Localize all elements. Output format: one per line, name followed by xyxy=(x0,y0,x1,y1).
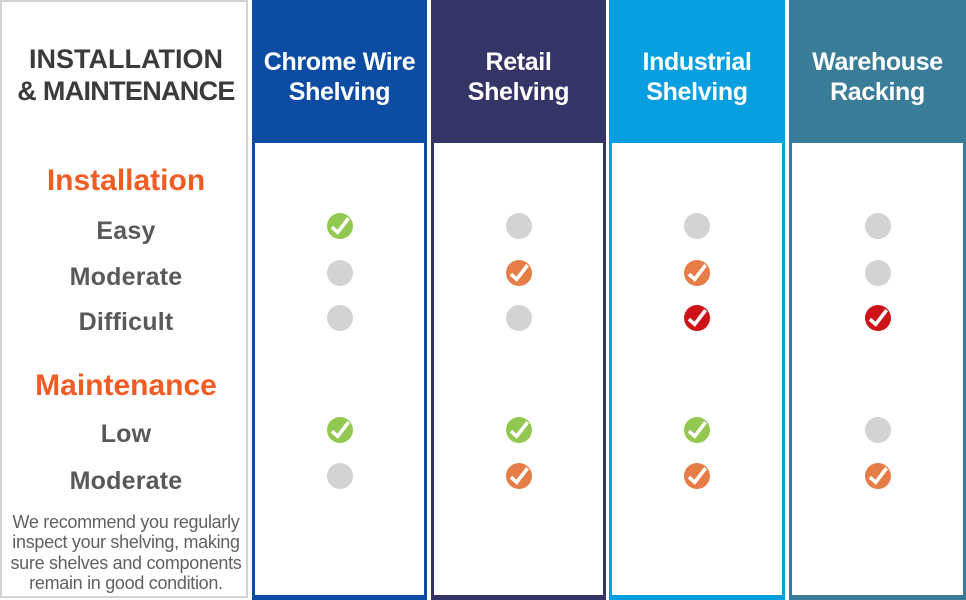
column-body-retail-shelving xyxy=(431,140,606,600)
check-green-icon-industrial-shelving-low xyxy=(684,417,710,443)
dot-gray-icon-warehouse-racking-low xyxy=(864,417,891,443)
column-industrial-shelving: Industrial Shelving xyxy=(609,0,785,600)
row-label-moderate-maintenance: Moderate xyxy=(69,467,183,495)
column-retail-shelving: Retail Shelving xyxy=(431,0,606,600)
check-orange-icon-retail-shelving-moderate xyxy=(505,259,532,286)
dot-gray-icon-chrome-wire-shelving-moderate xyxy=(326,462,353,489)
column-header-retail-shelving: Retail Shelving xyxy=(431,0,606,140)
check-orange-icon-warehouse-racking-moderate xyxy=(864,462,891,489)
row-label-difficult: Difficult xyxy=(78,307,174,336)
section-heading-maintenance: Maintenance xyxy=(35,368,217,402)
column-title-warehouse-racking: Warehouse Racking xyxy=(812,48,943,106)
section-heading-installation: Installation xyxy=(46,164,206,197)
column-body-chrome-wire-shelving xyxy=(252,140,427,600)
row-label-low: Low xyxy=(100,420,152,448)
check-green-icon-chrome-wire-shelving-low xyxy=(326,417,353,443)
check-green-icon-chrome-wire-shelving-easy xyxy=(326,213,353,239)
left-panel: INSTALLATION & MAINTENANCE Installation … xyxy=(0,0,248,598)
dot-gray-icon-warehouse-racking-moderate xyxy=(864,259,891,286)
row-label-easy: Easy xyxy=(96,217,156,245)
column-header-industrial-shelving: Industrial Shelving xyxy=(609,0,785,140)
column-body-warehouse-racking xyxy=(789,140,966,600)
dot-gray-icon-chrome-wire-shelving-difficult xyxy=(326,304,353,331)
chart-title-line-2: & MAINTENANCE xyxy=(17,76,235,106)
column-title-chrome-wire-shelving: Chrome Wire Shelving xyxy=(263,48,416,106)
column-header-warehouse-racking: Warehouse Racking xyxy=(789,0,966,140)
row-label-moderate-installation: Moderate xyxy=(69,263,183,291)
check-orange-icon-industrial-shelving-moderate xyxy=(684,259,710,286)
column-title-industrial-shelving: Industrial Shelving xyxy=(642,48,752,106)
chart-title-line-1: INSTALLATION xyxy=(29,44,223,74)
chart-title: INSTALLATION & MAINTENANCE xyxy=(2,43,250,107)
check-red-icon-industrial-shelving-difficult xyxy=(684,304,710,331)
dot-gray-icon-retail-shelving-easy xyxy=(505,213,532,239)
check-orange-icon-retail-shelving-moderate xyxy=(505,462,532,489)
check-orange-icon-industrial-shelving-moderate xyxy=(684,462,710,489)
check-red-icon-warehouse-racking-difficult xyxy=(864,304,891,331)
dot-gray-icon-chrome-wire-shelving-moderate xyxy=(326,259,353,286)
column-title-retail-shelving: Retail Shelving xyxy=(467,48,570,106)
column-warehouse-racking: Warehouse Racking xyxy=(789,0,966,600)
column-body-industrial-shelving xyxy=(609,140,785,600)
footnote: We recommend you regularly inspect your s… xyxy=(10,512,242,593)
dot-gray-icon-industrial-shelving-easy xyxy=(684,213,710,239)
dot-gray-icon-retail-shelving-difficult xyxy=(505,304,532,331)
column-header-chrome-wire-shelving: Chrome Wire Shelving xyxy=(252,0,427,140)
check-green-icon-retail-shelving-low xyxy=(505,417,532,443)
column-chrome-wire-shelving: Chrome Wire Shelving xyxy=(252,0,427,600)
dot-gray-icon-warehouse-racking-easy xyxy=(864,213,891,239)
